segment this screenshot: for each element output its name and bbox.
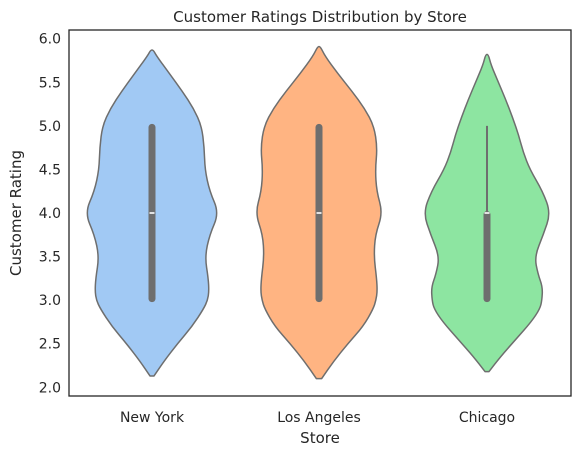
y-axis-label: Customer Rating xyxy=(7,150,25,276)
y-tick-label: 6.0 xyxy=(39,32,61,48)
x-tick-label: Chicago xyxy=(459,410,515,426)
chart-title: Customer Ratings Distribution by Store xyxy=(173,8,467,26)
plot-area xyxy=(86,45,550,380)
y-tick-label: 4.5 xyxy=(39,162,61,178)
violin-iqr-box xyxy=(483,211,491,303)
y-tick-label: 3.0 xyxy=(39,293,61,309)
y-tick-label: 4.0 xyxy=(39,206,61,222)
y-tick-label: 5.0 xyxy=(39,119,61,135)
axes-frame xyxy=(68,29,572,397)
x-axis-label: Store xyxy=(300,429,340,447)
y-tick-label: 2.5 xyxy=(39,337,61,353)
y-axis: 2.0 2.5 3.0 3.5 4.0 4.5 5.0 5.5 6.0 xyxy=(39,32,61,397)
y-tick-label: 3.5 xyxy=(39,250,61,266)
y-tick-label: 2.0 xyxy=(39,380,61,396)
y-tick-label: 5.5 xyxy=(39,75,61,91)
x-tick-label: Los Angeles xyxy=(277,410,361,426)
x-tick-label: New York xyxy=(120,410,185,426)
x-axis: New York Los Angeles Chicago xyxy=(120,410,515,426)
